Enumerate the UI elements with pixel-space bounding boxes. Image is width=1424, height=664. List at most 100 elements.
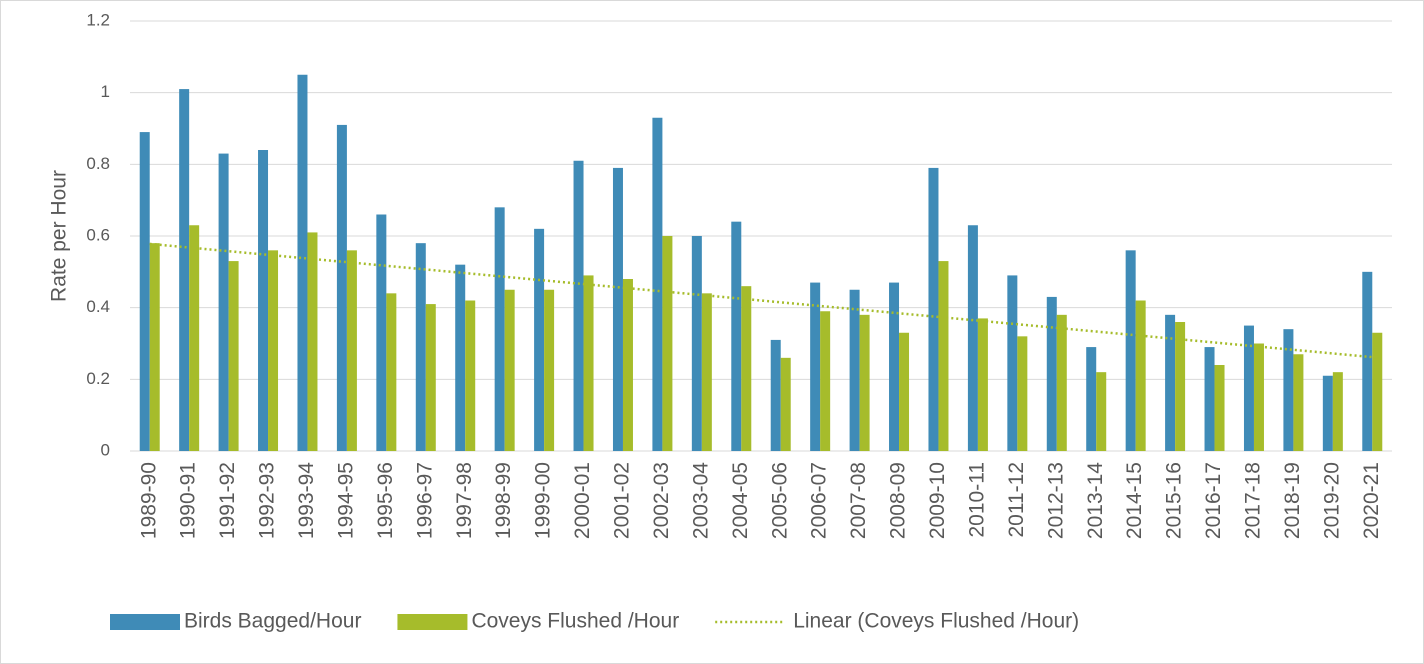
- bar: [1283, 329, 1294, 451]
- bar: [1086, 347, 1097, 451]
- bar: [1007, 275, 1018, 451]
- bar: [189, 225, 200, 451]
- bar: [534, 228, 545, 451]
- legend-label: Birds Bagged/Hour: [184, 610, 361, 633]
- bar: [889, 282, 900, 451]
- y-tick-label: 0: [101, 440, 110, 459]
- bar: [820, 311, 831, 451]
- legend-swatch: [110, 614, 180, 630]
- bar: [583, 275, 594, 451]
- bar: [899, 332, 910, 451]
- x-tick-label: 2012-13: [1044, 462, 1067, 539]
- x-tick-label: 1996-97: [413, 462, 436, 539]
- bar: [741, 286, 752, 451]
- bar: [149, 243, 160, 451]
- bar: [425, 304, 436, 451]
- bar: [1056, 314, 1067, 451]
- bar: [1017, 336, 1028, 451]
- bar: [622, 279, 633, 451]
- bar: [297, 74, 308, 451]
- x-tick-label: 2005-06: [768, 462, 791, 539]
- x-tick-label: 1995-96: [374, 462, 397, 539]
- x-tick-label: 1999-00: [532, 462, 555, 539]
- x-tick-label: 1998-99: [492, 462, 515, 539]
- bar: [612, 167, 623, 451]
- bar: [1175, 322, 1186, 451]
- y-tick-label: 0.6: [86, 225, 110, 244]
- bar: [1125, 250, 1136, 451]
- x-tick-label: 1989-90: [137, 462, 160, 539]
- x-tick-label: 1991-92: [216, 462, 239, 539]
- bar: [258, 150, 269, 451]
- bar: [652, 117, 663, 451]
- bar: [859, 314, 870, 451]
- bar: [701, 293, 712, 451]
- bar: [465, 300, 476, 451]
- x-tick-label: 1992-93: [256, 462, 279, 539]
- y-axis-label: Rate per Hour: [48, 170, 71, 302]
- x-tick-label: 2019-20: [1320, 462, 1343, 539]
- bar: [307, 232, 318, 451]
- x-tick-label: 2011-12: [1005, 462, 1028, 538]
- bar: [849, 289, 860, 451]
- bar: [1165, 314, 1176, 451]
- x-tick-label: 2009-10: [926, 462, 949, 539]
- bar: [1243, 325, 1254, 451]
- bar: [1204, 347, 1215, 451]
- bar: [1046, 296, 1057, 451]
- x-tick-label: 2000-01: [571, 462, 594, 539]
- bar: [1253, 343, 1264, 451]
- x-tick-label: 1990-91: [177, 462, 200, 539]
- x-tick-label: 2006-07: [808, 462, 831, 539]
- bar: [1293, 354, 1304, 451]
- bar: [336, 124, 347, 452]
- bar: [662, 236, 673, 451]
- x-tick-label: 2003-04: [689, 462, 712, 539]
- bar: [415, 243, 426, 451]
- bar: [346, 250, 357, 451]
- bar: [810, 282, 821, 451]
- x-tick-label: 2007-08: [847, 462, 870, 539]
- x-tick-label: 2013-14: [1084, 462, 1107, 539]
- bar: [544, 289, 555, 451]
- bar: [386, 293, 397, 451]
- bar: [770, 339, 781, 451]
- bar: [977, 318, 988, 451]
- bar: [691, 236, 702, 451]
- bar: [1362, 271, 1373, 451]
- x-tick-label: 2014-15: [1123, 462, 1146, 539]
- x-tick-label: 2008-09: [887, 462, 910, 539]
- bar: [504, 289, 515, 451]
- x-tick-label: 1994-95: [334, 462, 357, 539]
- bar: [1372, 332, 1383, 451]
- bar: [1096, 372, 1107, 451]
- x-tick-label: 2010-11: [965, 462, 988, 538]
- bar: [1214, 365, 1225, 451]
- bar: [938, 261, 949, 451]
- bar: [494, 207, 505, 451]
- x-tick-label: 2016-17: [1202, 462, 1225, 539]
- y-tick-label: 0.4: [86, 297, 110, 316]
- bar: [967, 225, 978, 451]
- bar: [780, 357, 791, 451]
- bar: [928, 167, 939, 451]
- x-tick-label: 2015-16: [1163, 462, 1186, 539]
- x-tick-label: 1997-98: [453, 462, 476, 539]
- bar: [218, 153, 229, 452]
- legend-label: Linear (Coveys Flushed /Hour): [793, 610, 1079, 633]
- bar: [1332, 372, 1343, 451]
- bar: [1322, 375, 1333, 451]
- bar: [573, 160, 584, 451]
- x-tick-label: 2004-05: [729, 462, 752, 539]
- bar: [731, 221, 742, 451]
- legend-label: Coveys Flushed /Hour: [471, 610, 679, 633]
- bar: [376, 214, 387, 451]
- bar: [139, 132, 150, 452]
- bar: [268, 250, 279, 451]
- x-tick-label: 2002-03: [650, 462, 673, 539]
- x-tick-label: 2017-18: [1242, 462, 1265, 539]
- y-tick-label: 0.8: [86, 154, 110, 173]
- bar: [179, 89, 190, 451]
